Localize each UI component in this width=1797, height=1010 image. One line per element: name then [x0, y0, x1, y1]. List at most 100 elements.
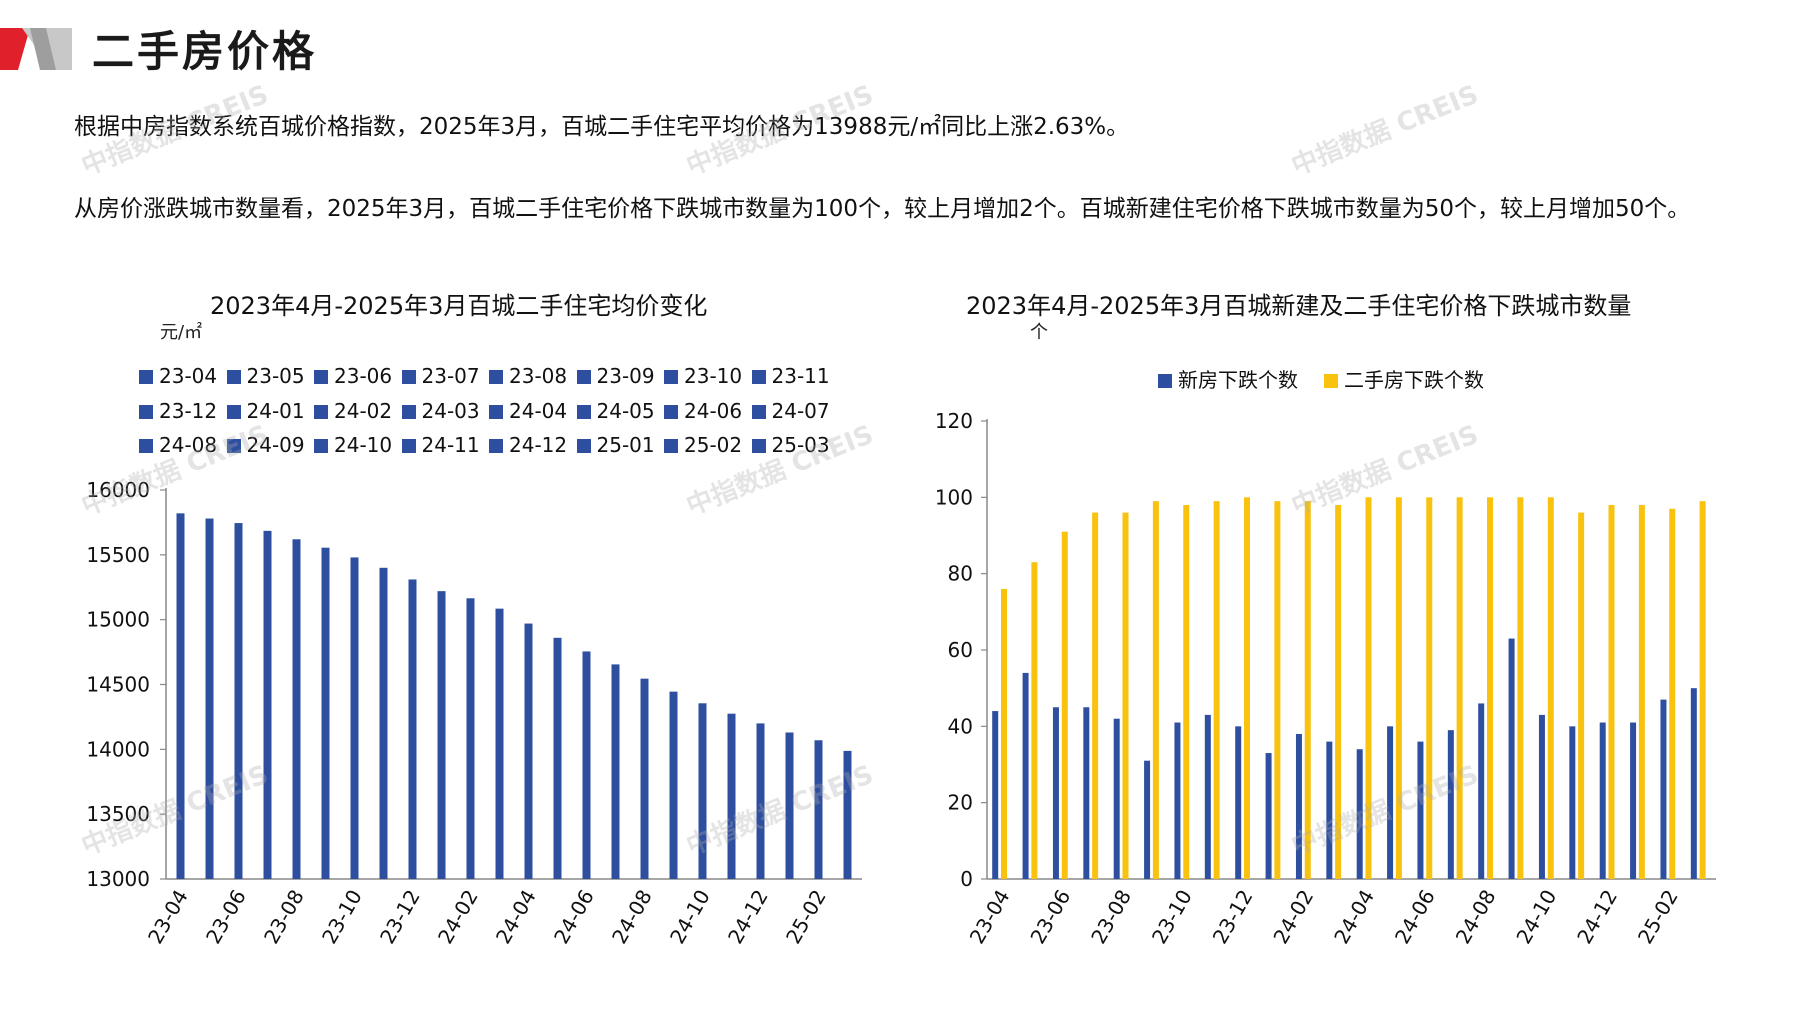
legend-item-24-02: 24-02 — [314, 399, 392, 423]
right-bar-new-24-12 — [1599, 722, 1606, 879]
right-bar-new-24-01 — [1265, 753, 1272, 879]
legend-label: 新房下跌个数 — [1178, 368, 1298, 392]
legend-swatch — [226, 370, 241, 384]
legend-label: 23-07 — [421, 364, 480, 388]
legend-item-24-12: 24-12 — [489, 433, 567, 457]
left-x-tick-label: 24-06 — [549, 886, 599, 948]
legend-item-23-11: 23-11 — [751, 364, 830, 388]
legend-swatch — [1158, 374, 1172, 388]
creis-logo-icon — [0, 28, 72, 70]
left-bar-23-12 — [408, 579, 417, 879]
legend-swatch — [139, 404, 153, 419]
left-y-tick-label: 15500 — [86, 543, 150, 567]
right-bar-second-24-04 — [1365, 497, 1372, 879]
right-bar-new-25-02 — [1660, 699, 1667, 879]
right-x-tick-label: 23-10 — [1147, 886, 1197, 948]
legend-item-24-09: 24-09 — [226, 433, 305, 457]
legend-item-24-11: 24-11 — [401, 433, 480, 457]
left-x-tick-label: 25-02 — [781, 886, 831, 948]
right-y-tick-label: 20 — [948, 791, 973, 815]
left-chart-title: 2023年4月-2025年3月百城二手住宅均价变化 — [210, 292, 708, 320]
legend-item-25-03: 25-03 — [751, 433, 830, 457]
right-bar-second-24-02 — [1304, 501, 1311, 879]
right-bar-second-23-09 — [1152, 501, 1159, 879]
right-y-tick-label: 0 — [960, 867, 973, 891]
right-bar-second-24-08 — [1487, 497, 1494, 879]
right-bar-new-24-10 — [1538, 714, 1545, 879]
legend-label: 23-12 — [159, 398, 218, 423]
legend-swatch — [489, 370, 503, 384]
right-y-tick-label: 60 — [948, 638, 973, 662]
left-bar-23-06 — [234, 523, 243, 879]
legend-label: 23-09 — [596, 364, 655, 388]
left-bar-23-09 — [321, 547, 330, 879]
left-bar-23-05 — [205, 518, 214, 879]
left-y-tick-label: 13500 — [86, 802, 150, 826]
right-x-tick-label: 25-02 — [1633, 886, 1683, 948]
legend-swatch — [314, 404, 328, 419]
legend-swatch — [664, 439, 678, 453]
right-x-tick-label: 23-06 — [1025, 886, 1075, 948]
left-x-tick-label: 24-08 — [607, 886, 657, 948]
legend-label: 24-02 — [334, 398, 393, 423]
left-chart-unit: 元/㎡ — [160, 322, 203, 343]
right-x-tick-label: 23-04 — [965, 886, 1015, 948]
legend-swatch — [576, 370, 591, 384]
right-bar-new-24-02 — [1295, 733, 1302, 879]
legend-swatch — [664, 404, 678, 419]
legend-item-24-08: 24-08 — [139, 433, 217, 457]
legend-item-23-06: 23-06 — [314, 364, 392, 388]
right-bar-second-25-03 — [1699, 501, 1706, 879]
legend-label: 24-09 — [246, 433, 305, 457]
right-bar-new-23-10 — [1174, 722, 1181, 879]
right-bar-second-24-11 — [1578, 512, 1585, 879]
left-x-tick-label: 23-08 — [259, 886, 309, 948]
right-bar-new-25-03 — [1690, 688, 1697, 879]
left-y-tick-label: 14000 — [86, 737, 150, 761]
left-bar-25-02 — [814, 740, 823, 879]
left-bar-24-01 — [437, 591, 446, 879]
legend-item-23-08: 23-08 — [489, 364, 567, 388]
left-bar-23-04 — [176, 513, 185, 879]
right-bar-second-24-03 — [1335, 504, 1342, 879]
right-chart-unit: 个 — [1030, 322, 1048, 343]
right-bar-new-24-03 — [1326, 741, 1333, 879]
left-x-tick-label: 23-04 — [143, 886, 193, 948]
legend-item-23-07: 23-07 — [401, 364, 480, 388]
right-x-tick-label: 24-12 — [1572, 886, 1622, 948]
legend-label: 25-02 — [684, 433, 743, 457]
right-bar-new-23-06 — [1052, 707, 1059, 879]
legend-swatch — [314, 439, 328, 453]
legend-label: 24-10 — [334, 433, 393, 457]
legend-label: 24-07 — [771, 398, 830, 423]
legend-swatch — [226, 404, 241, 419]
legend-label: 24-08 — [159, 433, 218, 457]
left-x-tick-label: 23-10 — [317, 886, 367, 948]
right-bar-second-23-08 — [1122, 512, 1129, 879]
legend-label: 23-08 — [509, 364, 568, 388]
legend-swatch — [489, 439, 503, 453]
right-bar-new-24-11 — [1569, 726, 1576, 879]
right-bar-new-25-01 — [1630, 722, 1637, 879]
legend-label: 23-06 — [334, 364, 393, 388]
legend-item-25-01: 25-01 — [576, 433, 655, 457]
legend-swatch — [489, 404, 503, 419]
left-bar-23-10 — [350, 557, 359, 879]
right-bar-second-23-10 — [1183, 504, 1190, 879]
legend-swatch — [401, 370, 416, 384]
legend-label: 24-03 — [421, 398, 480, 423]
left-bar-23-08 — [292, 539, 301, 879]
right-bar-new-23-12 — [1235, 726, 1242, 879]
left-x-tick-label: 24-12 — [723, 886, 773, 948]
legend-item-23-05: 23-05 — [226, 364, 305, 388]
left-x-tick-label: 24-02 — [433, 886, 483, 948]
right-bar-second-24-06 — [1426, 497, 1433, 879]
legend-label: 25-01 — [596, 433, 655, 457]
left-x-tick-label: 24-10 — [665, 886, 715, 948]
legend-item-24-07: 24-07 — [751, 398, 830, 423]
legend-swatch — [576, 439, 591, 453]
left-x-tick-label: 23-12 — [375, 886, 425, 948]
left-x-tick-label: 23-06 — [201, 886, 251, 948]
right-bar-new-24-08 — [1478, 703, 1485, 879]
